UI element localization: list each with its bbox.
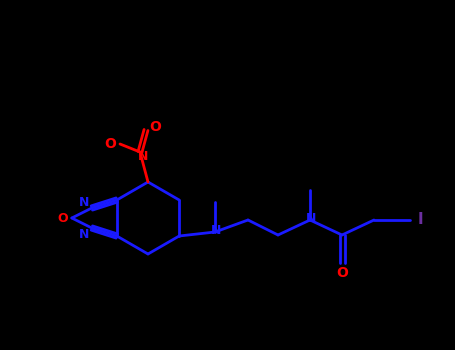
Text: O: O <box>104 137 116 151</box>
Text: N: N <box>79 228 89 240</box>
Text: N: N <box>211 224 221 237</box>
Text: O: O <box>336 266 348 280</box>
Text: I: I <box>417 212 423 228</box>
Text: O: O <box>149 120 161 134</box>
Text: N: N <box>138 149 148 162</box>
Text: N: N <box>306 211 316 224</box>
Text: N: N <box>79 196 89 209</box>
Text: O: O <box>57 211 68 224</box>
